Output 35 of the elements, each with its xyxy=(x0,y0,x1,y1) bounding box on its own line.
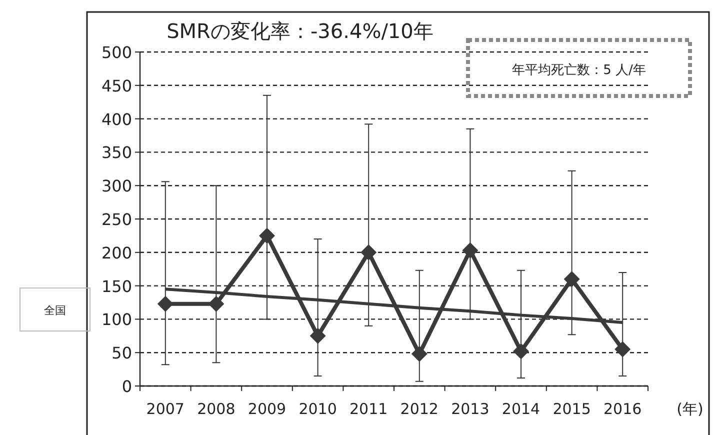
point xyxy=(462,242,478,258)
text: 全国 xyxy=(44,304,66,317)
x-axis-title: (年) xyxy=(676,400,704,418)
y-tick-label: 500 xyxy=(101,43,132,62)
chart-title: SMRの変化率：-36.4%/10年 xyxy=(166,19,434,43)
y-tick-label: 250 xyxy=(101,210,132,229)
y-tick-label: 100 xyxy=(101,310,132,330)
point xyxy=(614,341,631,358)
y-tick-label: 450 xyxy=(101,76,132,96)
x-tick-label: 2015 xyxy=(552,400,591,418)
x-tick-label: 2010 xyxy=(298,400,337,418)
point xyxy=(513,343,529,360)
x-tick-label: 2016 xyxy=(604,400,642,418)
point xyxy=(157,296,174,312)
point xyxy=(310,328,326,344)
x-tick-label: 2014 xyxy=(502,400,540,418)
x-tick-label: 2012 xyxy=(400,400,438,418)
point xyxy=(411,346,428,362)
y-tick-label: 400 xyxy=(101,110,132,129)
y-tick-label: 200 xyxy=(101,243,132,262)
x-tick-label: 2013 xyxy=(451,400,490,418)
y-tick-label: 0 xyxy=(122,377,132,396)
y-tick-label: 300 xyxy=(101,176,132,196)
y-tick-label: 50 xyxy=(112,344,132,363)
point xyxy=(208,296,224,312)
annotation: 年平均死亡数：5 人/年 xyxy=(512,62,646,78)
x-tick-label: 2008 xyxy=(197,400,236,418)
x-tick-label: 2009 xyxy=(248,400,286,418)
x-tick-label: 2011 xyxy=(350,400,388,418)
y-tick-label: 150 xyxy=(101,276,132,296)
point xyxy=(564,271,580,288)
y-tick-label: 350 xyxy=(101,143,132,162)
point xyxy=(360,244,377,260)
point xyxy=(259,228,275,244)
x-tick-label: 2007 xyxy=(146,400,184,418)
